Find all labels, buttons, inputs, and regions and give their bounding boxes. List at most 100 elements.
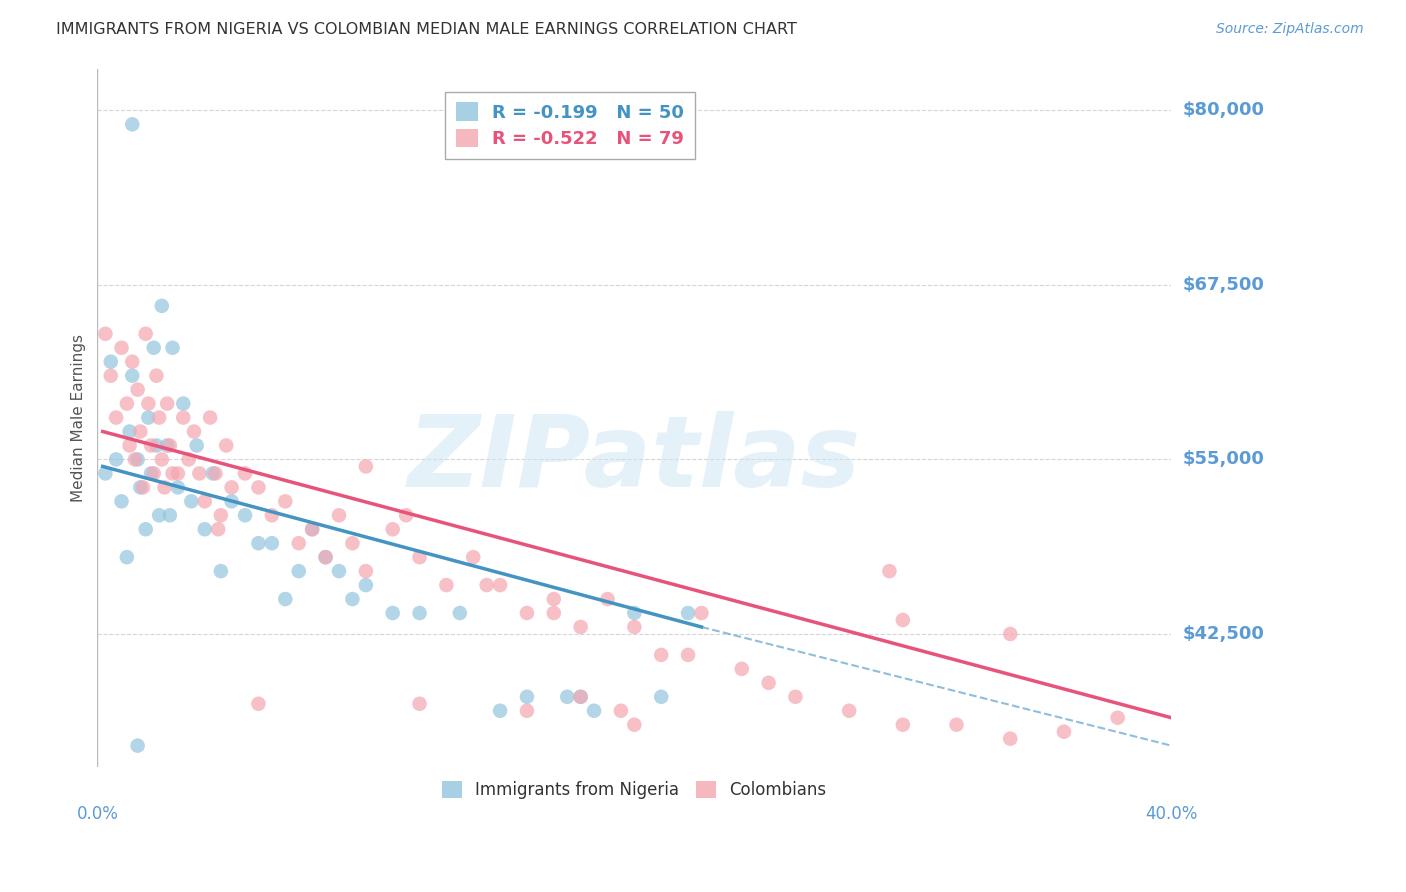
Point [610, 704, 633, 718]
Point [127, 452, 149, 467]
Point [172, 410, 194, 425]
Point [162, 467, 184, 481]
Point [177, 452, 200, 467]
Point [127, 383, 149, 397]
Point [198, 410, 221, 425]
Point [100, 368, 122, 383]
Point [121, 355, 143, 369]
Point [342, 592, 364, 607]
Point [489, 578, 512, 592]
Point [201, 467, 224, 481]
Point [274, 494, 297, 508]
Point [180, 494, 202, 508]
Point [449, 606, 471, 620]
Point [516, 690, 538, 704]
Point [115, 550, 138, 565]
Point [785, 690, 807, 704]
Text: $67,500: $67,500 [1182, 276, 1264, 294]
Point [408, 606, 430, 620]
Point [463, 550, 485, 565]
Point [301, 522, 323, 536]
Point [145, 438, 167, 452]
Point [623, 717, 645, 731]
Point [142, 341, 165, 355]
Point [162, 341, 184, 355]
Point [301, 522, 323, 536]
Point [194, 494, 217, 508]
Point [124, 452, 146, 467]
Point [1107, 711, 1129, 725]
Y-axis label: Median Male Earnings: Median Male Earnings [72, 334, 86, 501]
Point [543, 592, 565, 607]
Point [129, 480, 152, 494]
Point [121, 117, 143, 131]
Point [159, 438, 181, 452]
Point [110, 494, 132, 508]
Point [221, 494, 243, 508]
Point [139, 467, 162, 481]
Point [94, 467, 117, 481]
Point [354, 564, 377, 578]
Point [118, 438, 141, 452]
Point [287, 536, 309, 550]
Point [139, 438, 162, 452]
Point [105, 452, 128, 467]
Point [247, 697, 270, 711]
Text: ZIPatlas: ZIPatlas [408, 411, 860, 508]
Point [434, 578, 457, 592]
Point [156, 438, 179, 452]
Point [183, 425, 205, 439]
Point [408, 697, 430, 711]
Point [328, 508, 350, 523]
Point [381, 522, 404, 536]
Point [100, 355, 122, 369]
Point [516, 704, 538, 718]
Text: Source: ZipAtlas.com: Source: ZipAtlas.com [1216, 22, 1364, 37]
Point [516, 606, 538, 620]
Point [342, 536, 364, 550]
Text: $55,000: $55,000 [1182, 450, 1264, 468]
Point [138, 410, 160, 425]
Point [150, 299, 173, 313]
Point [945, 717, 967, 731]
Point [132, 480, 155, 494]
Point [233, 467, 256, 481]
Point [135, 522, 157, 536]
Point [879, 564, 901, 578]
Text: 0.0%: 0.0% [76, 805, 118, 823]
Point [138, 396, 160, 410]
Point [354, 459, 377, 474]
Text: 40.0%: 40.0% [1144, 805, 1198, 823]
Point [891, 717, 914, 731]
Point [150, 452, 173, 467]
Point [118, 425, 141, 439]
Point [315, 550, 337, 565]
Point [247, 536, 270, 550]
Point [623, 620, 645, 634]
Point [676, 606, 699, 620]
Point [209, 508, 232, 523]
Point [891, 613, 914, 627]
Legend: Immigrants from Nigeria, Colombians: Immigrants from Nigeria, Colombians [434, 772, 835, 807]
Point [94, 326, 117, 341]
Point [328, 564, 350, 578]
Text: $42,500: $42,500 [1182, 625, 1264, 643]
Point [233, 508, 256, 523]
Point [247, 480, 270, 494]
Point [148, 508, 170, 523]
Text: $80,000: $80,000 [1182, 102, 1264, 120]
Point [105, 410, 128, 425]
Text: IMMIGRANTS FROM NIGERIA VS COLOMBIAN MEDIAN MALE EARNINGS CORRELATION CHART: IMMIGRANTS FROM NIGERIA VS COLOMBIAN MED… [56, 22, 797, 37]
Point [115, 396, 138, 410]
Point [221, 480, 243, 494]
Point [121, 368, 143, 383]
Point [145, 368, 167, 383]
Point [1053, 724, 1076, 739]
Point [215, 438, 238, 452]
Point [209, 564, 232, 578]
Point [569, 620, 592, 634]
Point [623, 606, 645, 620]
Point [188, 467, 211, 481]
Point [204, 467, 226, 481]
Point [127, 739, 149, 753]
